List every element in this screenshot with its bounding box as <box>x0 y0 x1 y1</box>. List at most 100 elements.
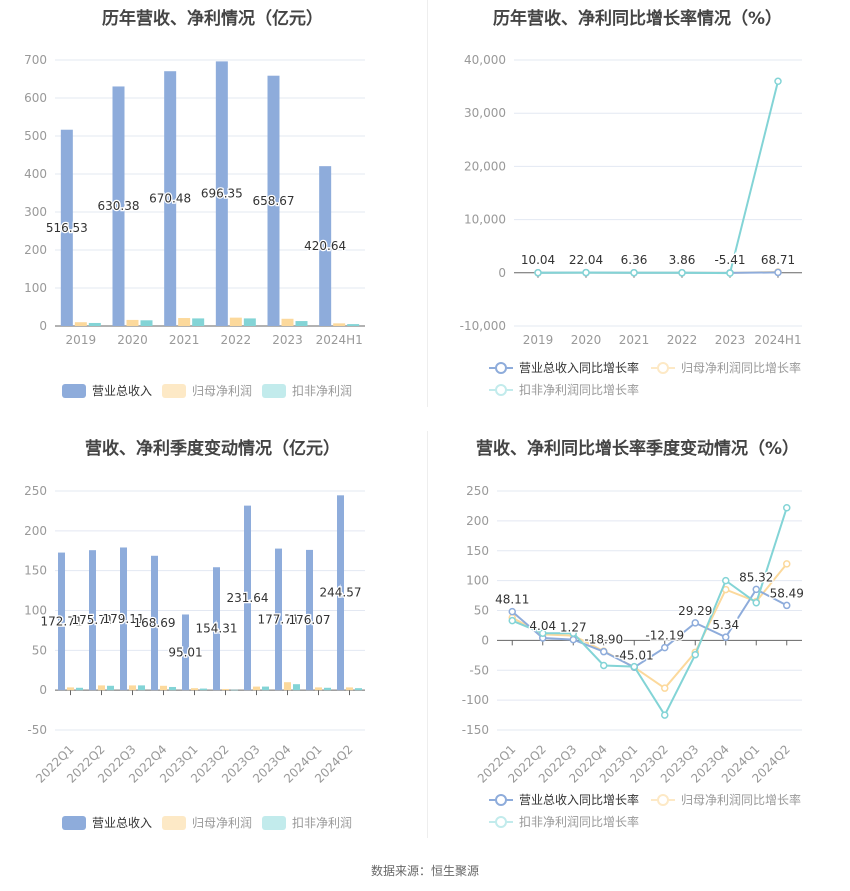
bar[interactable] <box>89 550 96 691</box>
data-point[interactable] <box>569 629 577 637</box>
legend-label[interactable]: 归母净利润同比增长率 <box>681 360 801 375</box>
bar[interactable] <box>151 555 158 691</box>
bar[interactable] <box>129 685 136 691</box>
data-point[interactable] <box>508 616 516 625</box>
data-point[interactable] <box>630 662 638 671</box>
bar[interactable] <box>324 687 331 691</box>
bar[interactable] <box>58 552 65 691</box>
legend-label[interactable]: 扣非净利润 <box>292 384 352 398</box>
legend-label[interactable]: 扣非净利润同比增长率 <box>519 814 639 829</box>
data-point[interactable] <box>539 629 547 637</box>
bar[interactable] <box>112 86 125 326</box>
data-point[interactable] <box>722 633 730 641</box>
legend-swatch[interactable] <box>262 816 286 830</box>
bar[interactable] <box>295 321 308 326</box>
series-line[interactable] <box>511 563 788 690</box>
bar[interactable] <box>213 567 220 691</box>
data-point[interactable] <box>600 647 608 656</box>
bar[interactable] <box>169 686 176 691</box>
data-point[interactable] <box>569 635 577 644</box>
legend-label[interactable]: 归母净利润 <box>192 384 252 398</box>
data-point[interactable] <box>774 77 782 86</box>
bar[interactable] <box>120 547 127 691</box>
legend-marker[interactable] <box>495 794 507 806</box>
bar[interactable] <box>88 322 101 326</box>
series-line[interactable] <box>537 81 779 275</box>
bar[interactable] <box>281 318 294 326</box>
data-point[interactable] <box>752 598 760 607</box>
bar[interactable] <box>229 317 242 326</box>
data-point[interactable] <box>726 269 734 277</box>
legend-marker[interactable] <box>657 362 669 374</box>
bar[interactable] <box>337 495 344 691</box>
series-line[interactable] <box>511 507 788 718</box>
data-point[interactable] <box>752 585 760 594</box>
bar[interactable] <box>200 688 207 691</box>
bar[interactable] <box>333 323 346 326</box>
bar[interactable] <box>140 320 153 326</box>
bar[interactable] <box>319 166 332 326</box>
bar[interactable] <box>76 687 83 691</box>
legend-marker[interactable] <box>495 816 507 828</box>
legend-swatch[interactable] <box>62 384 86 398</box>
bar[interactable] <box>267 75 280 326</box>
legend-label[interactable]: 营业总收入同比增长率 <box>519 792 639 807</box>
bar[interactable] <box>284 682 291 691</box>
legend-label[interactable]: 扣非净利润同比增长率 <box>519 382 639 397</box>
bar[interactable] <box>191 688 198 691</box>
bar[interactable] <box>107 685 114 691</box>
data-point[interactable] <box>630 268 638 277</box>
bar[interactable] <box>67 687 74 691</box>
data-point[interactable] <box>691 619 699 627</box>
bar[interactable] <box>192 318 205 326</box>
data-point[interactable] <box>661 711 669 719</box>
legend-marker[interactable] <box>657 794 669 806</box>
bar[interactable] <box>74 322 87 326</box>
data-point[interactable] <box>783 503 791 512</box>
data-point[interactable] <box>661 643 669 652</box>
bar[interactable] <box>355 688 362 691</box>
bar[interactable] <box>126 319 139 326</box>
bar[interactable] <box>182 614 189 691</box>
data-point[interactable] <box>783 601 791 610</box>
legend-swatch[interactable] <box>62 816 86 830</box>
bar[interactable] <box>98 685 105 691</box>
legend-marker[interactable] <box>495 362 507 374</box>
bar[interactable] <box>178 318 191 326</box>
bar[interactable] <box>243 318 256 326</box>
bar[interactable] <box>244 505 251 691</box>
bar[interactable] <box>164 71 177 327</box>
data-point[interactable] <box>678 269 686 277</box>
bar[interactable] <box>275 548 282 691</box>
data-point[interactable] <box>661 684 669 692</box>
bar[interactable] <box>315 687 322 691</box>
data-point[interactable] <box>582 268 590 277</box>
data-point[interactable] <box>783 560 791 568</box>
legend-label[interactable]: 营业总收入 <box>92 384 152 398</box>
legend-label[interactable]: 营业总收入 <box>92 816 152 830</box>
data-point[interactable] <box>534 268 542 277</box>
bar[interactable] <box>160 685 167 691</box>
bar[interactable] <box>231 689 238 691</box>
data-point[interactable] <box>600 661 608 670</box>
bar[interactable] <box>293 684 300 691</box>
legend-label[interactable]: 归母净利润同比增长率 <box>681 792 801 807</box>
data-point[interactable] <box>774 268 782 277</box>
bar[interactable] <box>253 686 260 691</box>
legend-swatch[interactable] <box>162 816 186 830</box>
data-point[interactable] <box>722 576 730 585</box>
legend-marker[interactable] <box>495 384 507 396</box>
data-point[interactable] <box>691 650 699 659</box>
legend-swatch[interactable] <box>162 384 186 398</box>
data-point[interactable] <box>508 607 516 616</box>
legend-label[interactable]: 扣非净利润 <box>292 816 352 830</box>
legend-swatch[interactable] <box>262 384 286 398</box>
bar[interactable] <box>306 549 313 691</box>
bar[interactable] <box>138 685 145 691</box>
bar[interactable] <box>215 61 228 327</box>
bar[interactable] <box>262 686 269 691</box>
legend-label[interactable]: 归母净利润 <box>192 816 252 830</box>
bar[interactable] <box>60 129 73 326</box>
bar[interactable] <box>222 688 229 691</box>
series-line[interactable] <box>511 588 788 669</box>
